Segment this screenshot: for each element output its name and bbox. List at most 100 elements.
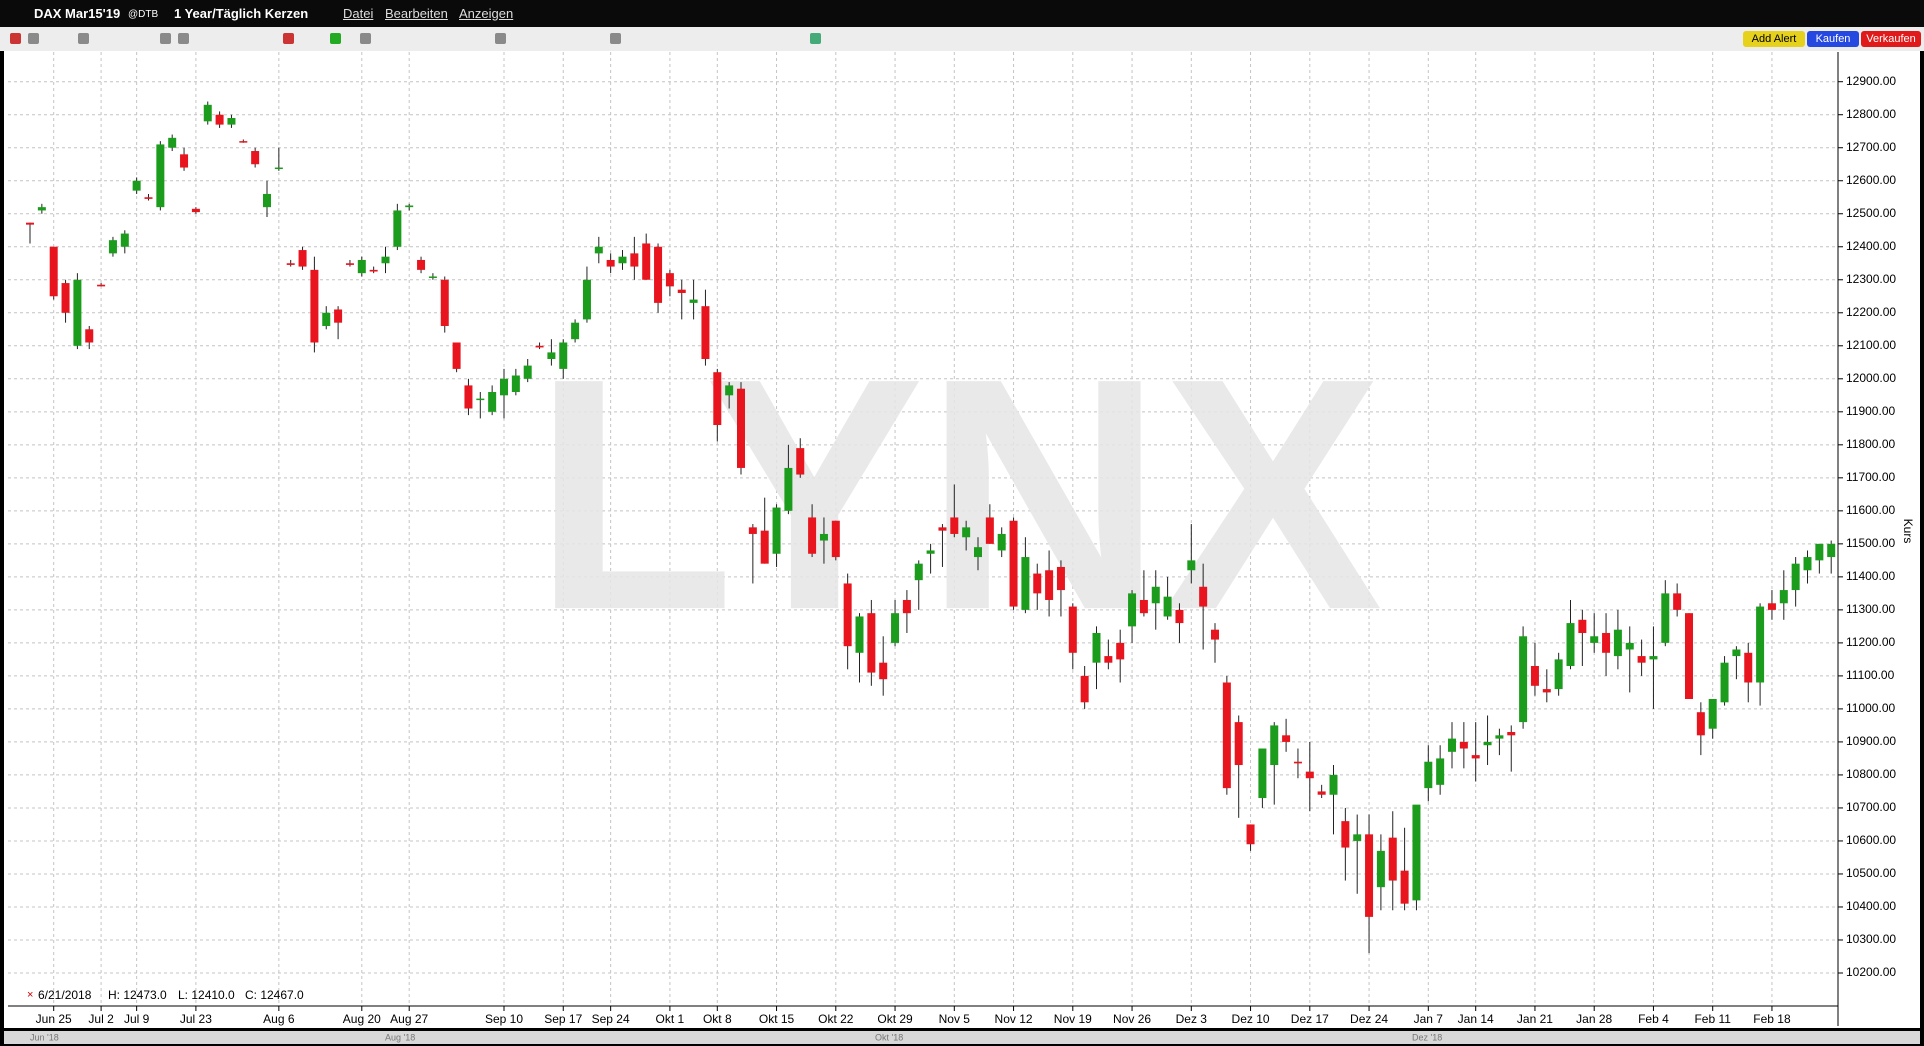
y-tick-label: 11600.00	[1846, 503, 1895, 517]
x-tick-label: Feb 18	[1753, 1012, 1791, 1026]
candle-body	[1388, 837, 1397, 881]
candle-body	[1448, 738, 1456, 752]
x-tick-label: Okt 29	[877, 1012, 913, 1026]
candle-body	[748, 527, 757, 534]
candle-body	[808, 517, 817, 554]
candle-body	[298, 250, 307, 267]
candle-body	[772, 507, 781, 554]
candle-body	[73, 279, 82, 346]
candle-body	[1329, 774, 1338, 795]
chart: Jun '18 Aug '18 Okt '18 Dez '18 Kurs 102…	[4, 51, 1920, 1044]
scroll-label: Dez '18	[1412, 1032, 1442, 1042]
candle-body	[1495, 735, 1504, 739]
candle-body	[1128, 593, 1137, 627]
candle-body	[1803, 557, 1812, 571]
tool-icon[interactable]	[810, 33, 821, 44]
candle-body	[1613, 629, 1622, 657]
candle-body	[606, 259, 615, 267]
add-alert-button[interactable]: Add Alert	[1743, 31, 1805, 47]
tool-icon[interactable]	[10, 33, 21, 44]
x-tick-label: Okt 8	[703, 1012, 732, 1026]
close-icon: ×	[27, 989, 33, 1001]
x-tick-label: Feb 4	[1638, 1012, 1669, 1026]
candle-body	[61, 283, 70, 313]
tool-icon[interactable]	[178, 33, 189, 44]
y-tick-label: 12400.00	[1846, 239, 1896, 253]
period[interactable]: 1 Year/Täglich Kerzen	[174, 6, 309, 21]
sell-button[interactable]: Verkaufen	[1861, 31, 1921, 47]
candle-body	[1602, 632, 1611, 653]
candle-body	[464, 385, 473, 409]
candle-body	[1507, 732, 1516, 736]
candle-body	[1222, 682, 1231, 789]
candle-body	[571, 322, 580, 340]
candle-body	[85, 329, 94, 343]
candle-body	[1661, 593, 1670, 643]
candle-body	[630, 253, 639, 267]
tool-icon[interactable]	[160, 33, 171, 44]
candle-body	[985, 517, 994, 544]
candle-body	[1673, 593, 1682, 610]
candle-body	[26, 222, 34, 225]
candle-body	[642, 243, 651, 280]
exchange[interactable]: @DTB	[128, 9, 159, 20]
buy-button[interactable]: Kaufen	[1807, 31, 1859, 47]
y-tick-label: 10500.00	[1846, 866, 1896, 880]
x-tick-label: Jan 28	[1576, 1012, 1612, 1026]
x-tick-label: Jul 23	[180, 1012, 212, 1026]
candle-body	[1163, 596, 1172, 617]
candle-body	[215, 114, 224, 125]
scrollbar[interactable]	[4, 1031, 1920, 1044]
candle-body	[37, 207, 46, 211]
candle-body	[393, 210, 402, 247]
candle-body	[274, 167, 283, 170]
candle-body	[251, 151, 260, 165]
candle-body	[1211, 629, 1219, 640]
menu-item[interactable]: Anzeigen	[459, 6, 514, 21]
candle-body	[1827, 543, 1836, 558]
candle-body	[1767, 603, 1776, 610]
candle-body	[796, 448, 805, 475]
candle-body	[1412, 804, 1421, 901]
candle-body	[891, 613, 900, 643]
instrument[interactable]: DAX Mar15'19	[34, 6, 121, 21]
candle-body	[879, 662, 888, 680]
y-tick-label: 11200.00	[1846, 635, 1895, 649]
candle-body	[168, 137, 177, 148]
candle-body	[713, 372, 722, 426]
tool-icon[interactable]	[495, 33, 506, 44]
candle-body	[547, 352, 556, 359]
candle-body	[1566, 623, 1575, 666]
tool-icon[interactable]	[28, 33, 39, 44]
info-text: C: 12467.0	[245, 988, 304, 1002]
tool-icon[interactable]	[610, 33, 621, 44]
tool-icon[interactable]	[283, 33, 294, 44]
y-tick-label: 12800.00	[1846, 107, 1896, 121]
candle-body	[914, 563, 923, 581]
x-tick-label: Dez 17	[1291, 1012, 1329, 1026]
tool-icon[interactable]	[360, 33, 371, 44]
candle-body	[345, 263, 354, 265]
tool-icon[interactable]	[78, 33, 89, 44]
candle-body	[819, 533, 828, 541]
watermark: LYNX	[533, 309, 1384, 678]
menu-item[interactable]: Datei	[343, 6, 374, 21]
candle-body	[1732, 649, 1741, 657]
candle-body	[357, 259, 366, 274]
x-tick-label: Dez 3	[1176, 1012, 1208, 1026]
candle-body	[1258, 748, 1267, 799]
candle-body	[1376, 850, 1385, 888]
x-tick-label: Jul 2	[88, 1012, 114, 1026]
candle-body	[310, 269, 319, 343]
candle-body	[108, 240, 117, 254]
x-tick-label: Aug 27	[390, 1012, 428, 1026]
candle-body	[618, 256, 627, 264]
candle-body	[1578, 619, 1587, 633]
candle-body	[97, 284, 106, 287]
menu-item[interactable]: Bearbeiten	[385, 6, 448, 21]
candle-body	[263, 193, 271, 208]
tool-icon[interactable]	[330, 33, 341, 44]
candle-body	[1104, 656, 1113, 663]
x-tick-label: Jul 9	[124, 1012, 150, 1026]
candle-body	[1590, 636, 1599, 643]
